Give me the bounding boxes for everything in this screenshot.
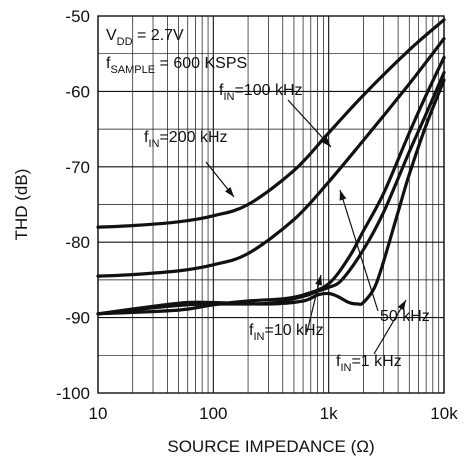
series-line-10-khz [98, 73, 444, 314]
x-axis-title: SOURCE IMPEDANCE (Ω) [167, 437, 374, 456]
y-tick-label: -50 [65, 7, 90, 26]
leader-50khz [340, 190, 378, 311]
series-label-10-khz: fIN=10 kHz [249, 322, 324, 343]
leader-100khz [288, 100, 331, 147]
x-tick-label: 100 [199, 404, 227, 423]
condition-vdd: VDD = 2.7V [106, 27, 184, 48]
series-label-50-khz: 50 kHz [380, 308, 430, 325]
series-line-1-khz [98, 80, 444, 314]
series-label-1-khz: fIN=1 kHz [336, 353, 402, 374]
series-label-100-khz: fIN=100 kHz [219, 82, 303, 103]
y-tick-label: -70 [65, 158, 90, 177]
y-tick-label: -60 [65, 82, 90, 101]
y-tick-label: -90 [65, 309, 90, 328]
x-tick-label: 1k [320, 404, 338, 423]
y-tick-label: -100 [56, 384, 90, 403]
x-tick-label: 10k [430, 404, 458, 423]
series-label-200-khz: fIN=200 kHz [144, 129, 228, 150]
y-tick-label: -80 [65, 233, 90, 252]
y-axis-title: THD (dB) [12, 169, 31, 241]
x-tick-label: 10 [89, 404, 108, 423]
condition-fsample: fSAMPLE = 600 KSPS [106, 55, 247, 76]
